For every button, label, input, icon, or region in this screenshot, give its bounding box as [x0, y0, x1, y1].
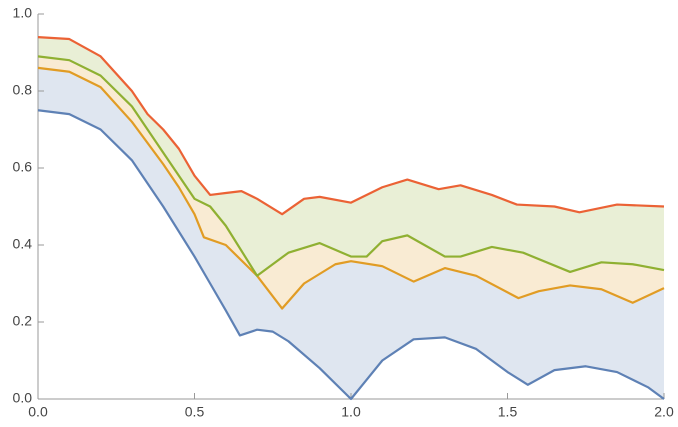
- x-tick-label: 2.0: [654, 404, 674, 420]
- fill-area: [38, 37, 664, 276]
- y-tick-label: 0.4: [13, 236, 33, 252]
- y-tick-label: 0.6: [13, 159, 33, 175]
- x-tick-label: 0.5: [185, 404, 205, 420]
- x-tick-label: 1.5: [498, 404, 518, 420]
- x-tick-label: 0.0: [28, 404, 48, 420]
- x-tick-label: 1.0: [341, 404, 361, 420]
- line: [37, 36, 665, 216]
- line: [37, 66, 665, 310]
- y-tick-label: 0.0: [13, 390, 33, 406]
- y-tick-label: 1.0: [13, 5, 33, 21]
- y-tick-label: 0.8: [13, 82, 33, 98]
- line: [37, 55, 665, 277]
- line: [37, 109, 665, 401]
- y-tick-label: 0.2: [13, 313, 33, 329]
- fill-area: [38, 67, 664, 400]
- fill-area: [38, 56, 664, 309]
